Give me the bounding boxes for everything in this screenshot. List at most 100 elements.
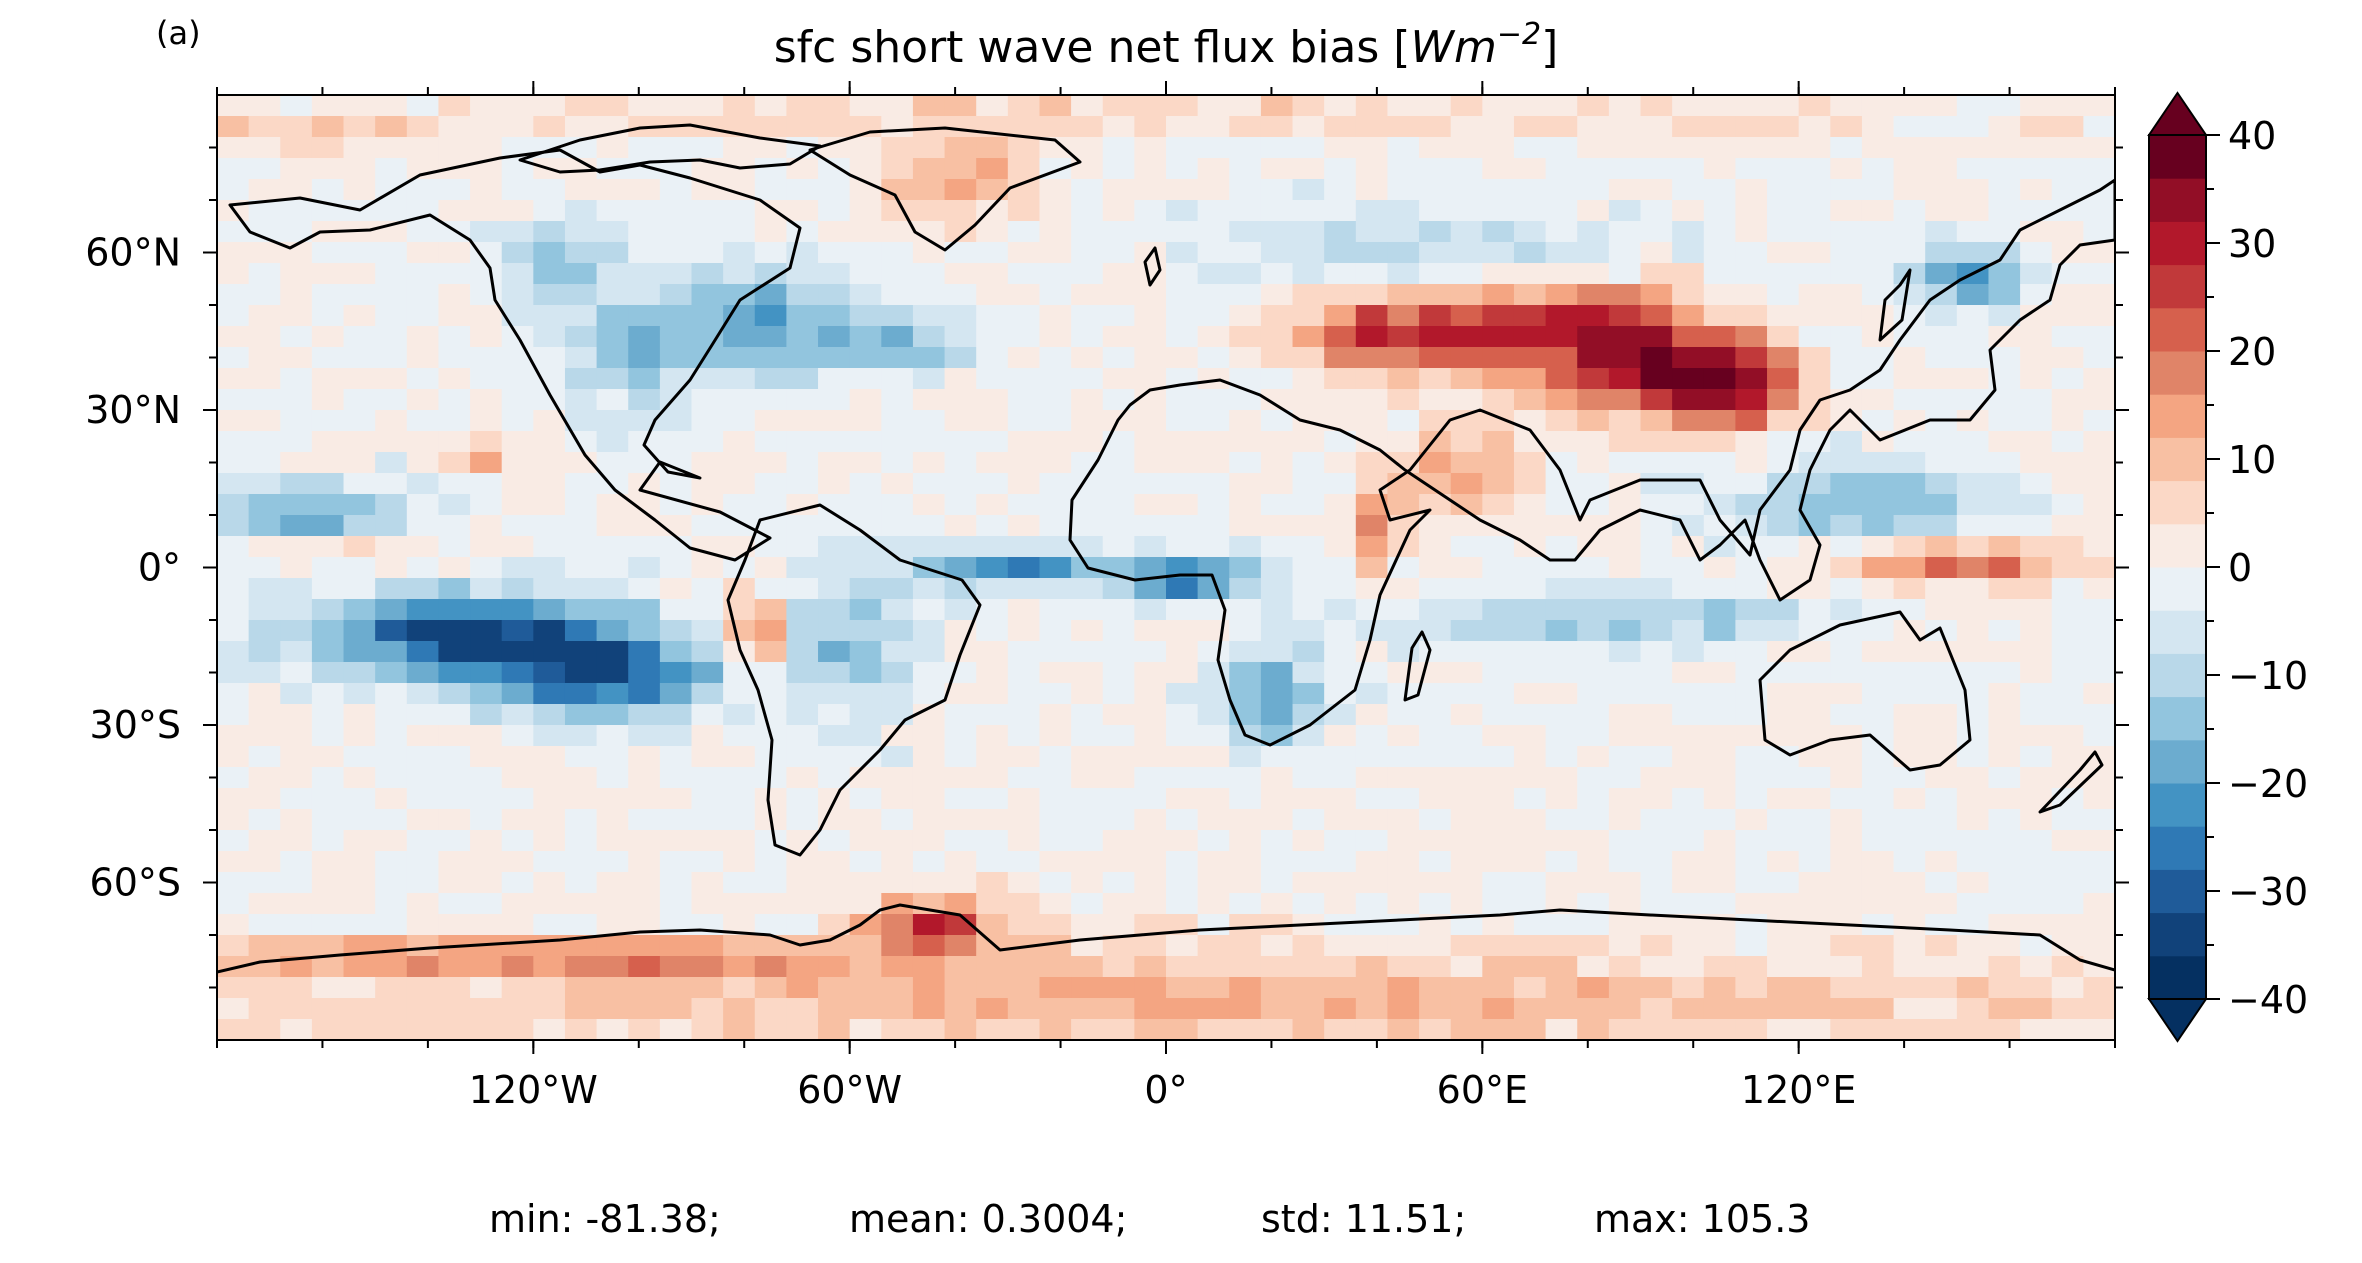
bias-cell: [1450, 305, 1484, 327]
bias-cell: [1355, 662, 1389, 684]
bias-cell: [1893, 515, 1926, 537]
colorbar-tick-label: −30: [2228, 870, 2308, 914]
bias-cell: [1292, 872, 1325, 894]
bias-cell: [1735, 767, 1768, 789]
bias-cell: [1861, 746, 1895, 768]
bias-cell: [501, 494, 535, 516]
bias-cell: [1956, 977, 1990, 999]
bias-cell: [1956, 179, 1990, 201]
bias-cell: [343, 179, 376, 201]
bias-cell: [343, 368, 376, 390]
bias-cell: [659, 683, 693, 705]
bias-cell: [944, 767, 977, 789]
bias-cell: [1007, 347, 1041, 369]
bias-cell: [818, 368, 851, 390]
bias-cell: [1260, 893, 1294, 915]
bias-cell: [470, 746, 503, 768]
bias-cell: [723, 809, 756, 831]
bias-cell: [659, 935, 693, 957]
bias-cell: [501, 242, 535, 264]
bias-cell: [1197, 536, 1230, 558]
bias-cell: [2020, 347, 2053, 369]
bias-cell: [1672, 977, 1705, 999]
bias-cell: [628, 347, 661, 369]
bias-cell: [786, 767, 819, 789]
bias-cell: [1577, 893, 1610, 915]
bias-cell: [1925, 935, 1958, 957]
bias-cell: [1893, 767, 1926, 789]
bias-cell: [912, 452, 946, 474]
bias-cell: [1007, 998, 1041, 1020]
bias-cell: [280, 851, 313, 873]
bias-cell: [248, 641, 281, 663]
bias-cell: [501, 515, 535, 537]
bias-cell: [1482, 1019, 1515, 1040]
bias-cell: [1071, 683, 1104, 705]
bias-cell: [1450, 116, 1484, 138]
bias-cell: [1134, 956, 1167, 978]
bias-cell: [849, 788, 882, 810]
bias-cell: [1577, 305, 1610, 327]
bias-cell: [1735, 137, 1768, 159]
bias-cell: [343, 515, 376, 537]
bias-cell: [470, 683, 503, 705]
bias-cell: [818, 914, 851, 936]
bias-cell: [596, 893, 629, 915]
bias-cell: [912, 683, 946, 705]
bias-cell: [1988, 788, 2021, 810]
bias-cell: [1830, 557, 1863, 579]
bias-cell: [1450, 95, 1484, 117]
bias-cell: [1735, 368, 1768, 390]
bias-cell: [1292, 809, 1325, 831]
bias-cell: [1482, 998, 1515, 1020]
bias-cell: [280, 263, 313, 285]
bias-cell: [659, 494, 693, 516]
bias-cell: [976, 347, 1009, 369]
bias-cell: [1640, 725, 1673, 747]
bias-cell: [1007, 704, 1041, 726]
bias-cell: [1324, 956, 1357, 978]
bias-cell: [1039, 431, 1072, 453]
bias-cell: [438, 263, 471, 285]
bias-cell: [1292, 767, 1325, 789]
bias-cell: [912, 326, 946, 348]
bias-cell: [1355, 305, 1389, 327]
bias-cell: [849, 494, 882, 516]
bias-cell: [1672, 326, 1705, 348]
bias-cell: [1324, 137, 1357, 159]
bias-cell: [375, 305, 408, 327]
bias-cell: [1608, 494, 1642, 516]
bias-cell: [723, 347, 756, 369]
bias-cell: [2020, 515, 2053, 537]
bias-cell: [1767, 221, 1800, 243]
bias-cell: [881, 536, 914, 558]
bias-cell: [470, 95, 503, 117]
bias-cell: [2051, 578, 2085, 600]
bias-cell: [280, 536, 313, 558]
bias-cell: [1703, 641, 1737, 663]
bias-cell: [1703, 242, 1737, 264]
bias-cell: [1608, 431, 1642, 453]
bias-cell: [1893, 452, 1926, 474]
bias-cell: [1545, 746, 1578, 768]
bias-cell: [1166, 683, 1199, 705]
bias-cell: [1861, 326, 1895, 348]
bias-cell: [1387, 851, 1420, 873]
bias-cell: [1925, 515, 1958, 537]
bias-cell: [217, 977, 250, 999]
bias-cell: [1197, 158, 1230, 180]
bias-cell: [343, 452, 376, 474]
bias-cell: [881, 284, 914, 306]
bias-cell: [1735, 326, 1768, 348]
bias-cell: [217, 494, 250, 516]
bias-cell: [1735, 410, 1768, 432]
bias-cell: [1007, 683, 1041, 705]
bias-cell: [1450, 515, 1484, 537]
bias-cell: [1071, 410, 1104, 432]
bias-cell: [659, 662, 693, 684]
bias-cell: [1893, 998, 1926, 1020]
bias-cell: [470, 767, 503, 789]
bias-cell: [1071, 368, 1104, 390]
bias-cell: [1767, 851, 1800, 873]
bias-cell: [1450, 347, 1484, 369]
